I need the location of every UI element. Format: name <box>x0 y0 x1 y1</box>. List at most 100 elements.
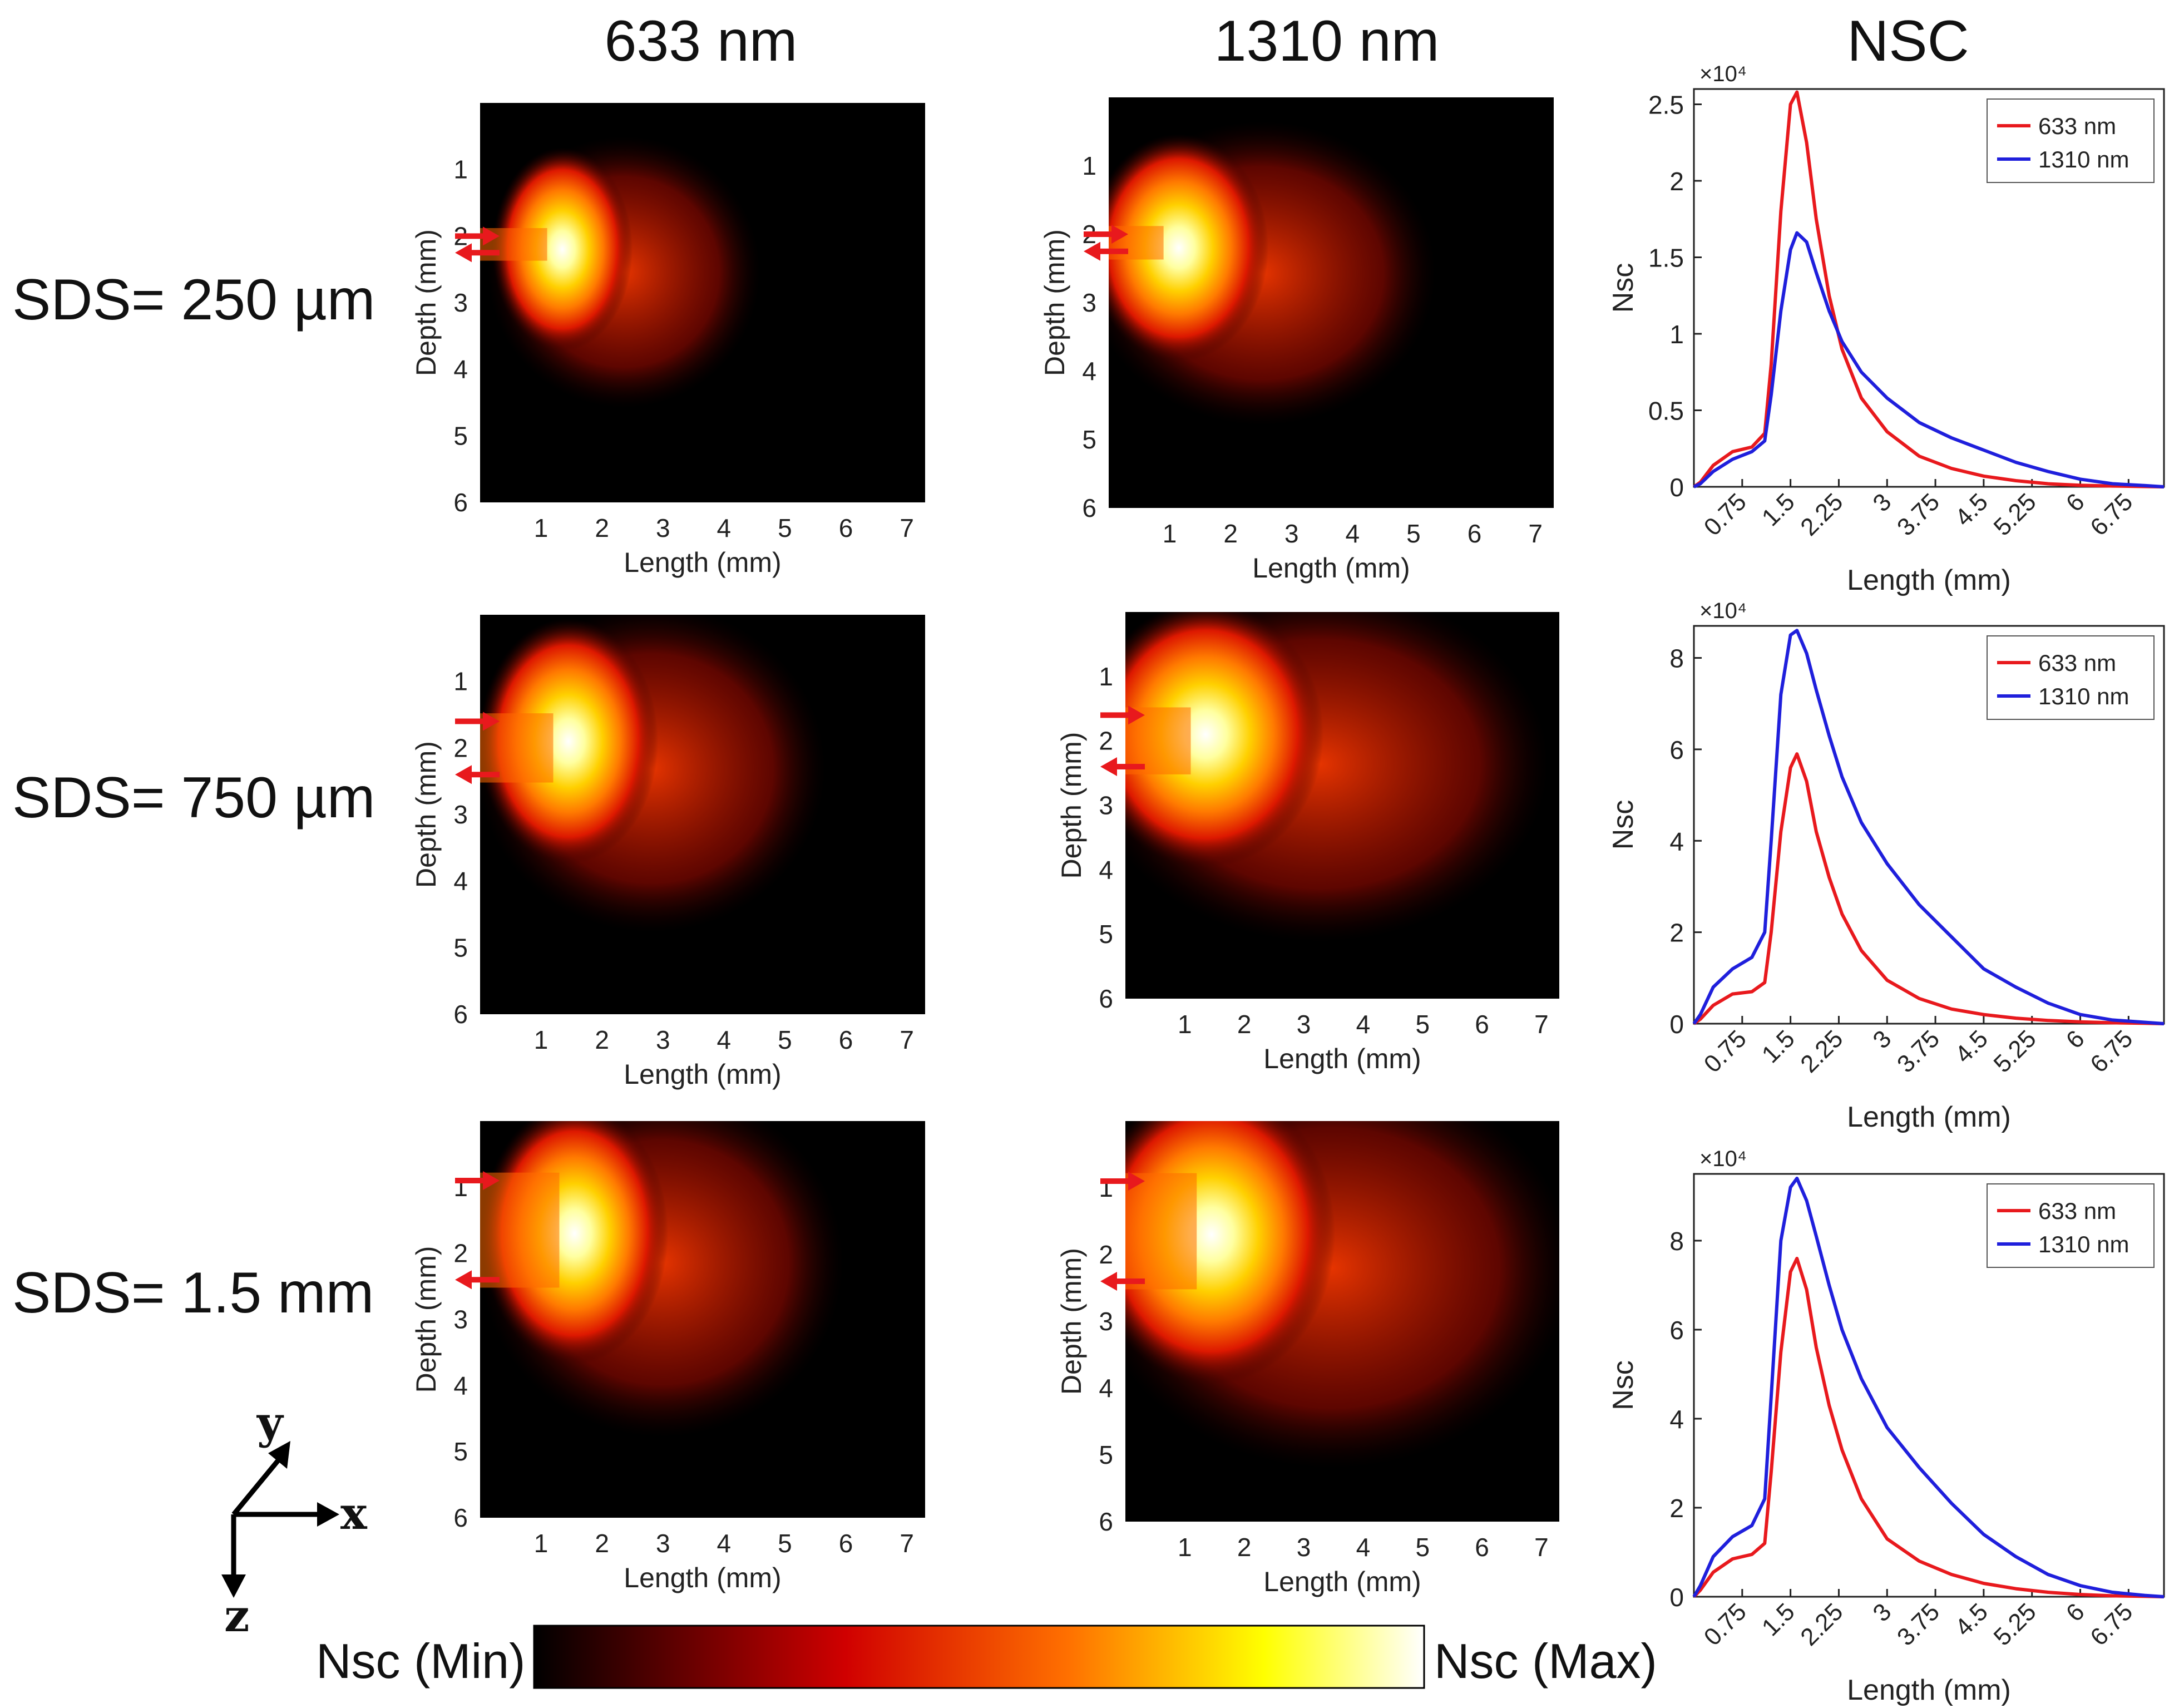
heatmap-ylabel: Depth (mm) <box>411 229 442 376</box>
heatmap-source-band <box>1125 1173 1197 1290</box>
xtick-label: 2.25 <box>1795 1025 1848 1078</box>
axis-label-z: z <box>224 1589 249 1642</box>
heatmap-field <box>1125 1121 1559 1468</box>
xtick-label: 3 <box>1867 1025 1896 1054</box>
series-line-1 <box>1692 629 2165 1025</box>
ytick-label: 0 <box>1669 1583 1684 1612</box>
source-arrow <box>1084 225 1128 244</box>
series-line-0 <box>1692 1257 2165 1598</box>
heatmap-ytick: 5 <box>1099 1440 1113 1469</box>
heatmap-xtick: 4 <box>1356 1010 1371 1039</box>
heatmap-xtick: 5 <box>1406 519 1421 548</box>
xtick-label: 3 <box>1867 488 1896 517</box>
detector-arrow <box>455 765 500 784</box>
heatmap-xlabel: Length (mm) <box>1263 1566 1421 1597</box>
xtick-label: 6 <box>2061 1025 2090 1054</box>
line-chart-6: 00.511.522.50.75 1.52.25 33.75 4.55.25 66.75… <box>1607 62 2165 596</box>
series-line-0 <box>1693 90 2165 488</box>
heatmap-core <box>1109 134 1269 362</box>
heatmap-xtick: 7 <box>1534 1010 1549 1039</box>
xtick-label: 1.5 <box>1757 1598 1800 1641</box>
heatmap-ytick: 1 <box>453 155 468 184</box>
heatmap-ytick: 1 <box>1099 1173 1113 1202</box>
ytick-label: 0 <box>1669 473 1684 502</box>
heatmap-ytick: 2 <box>453 1239 468 1268</box>
heatmap-field <box>480 615 826 932</box>
source-arrow <box>455 712 500 731</box>
ytick-label: 8 <box>1669 644 1684 673</box>
heatmap-ytick: 2 <box>1099 1240 1113 1269</box>
ytick-label: 8 <box>1669 1227 1684 1256</box>
heatmap-ytick: 4 <box>453 1371 468 1400</box>
heatmap-ylabel: Depth (mm) <box>1039 229 1070 376</box>
ytick-label: 0.5 <box>1648 397 1684 426</box>
xtick-label: 5.25 <box>1989 1025 2042 1078</box>
xtick-label: 0.75 <box>1699 1025 1752 1078</box>
heatmap-xtick: 7 <box>900 1025 914 1054</box>
heatmap-ytick: 3 <box>1099 791 1113 820</box>
heatmap-3: 1 2 3 4 5 6 7 1 2 3 4 5 6 Length (mm) Depth (mm) <box>1056 612 1559 1074</box>
exponent-label: ×10⁴ <box>1699 62 1747 86</box>
ytick-label: 4 <box>1669 1405 1684 1434</box>
heatmap-5: 1 2 3 4 5 6 7 1 2 3 4 5 6 Length (mm) Depth (mm) <box>1056 1121 1559 1597</box>
xtick-label: 3 <box>1867 1598 1896 1627</box>
ytick-label: 6 <box>1669 735 1684 764</box>
xtick-label: 3.75 <box>1892 1598 1945 1651</box>
heatmap-ytick: 3 <box>453 1305 468 1334</box>
ytick-label: 1.5 <box>1648 244 1684 273</box>
xtick-label: 3.75 <box>1892 1025 1945 1078</box>
heatmap-xtick: 7 <box>900 1529 914 1558</box>
heatmap-core <box>492 147 633 352</box>
column-title-1310: 1310 nm <box>1214 9 1440 73</box>
colorbar-max-label: Nsc (Max) <box>1434 1633 1657 1689</box>
legend-entry: 1310 nm <box>2038 683 2129 709</box>
xtick-label: 1.5 <box>1757 488 1800 531</box>
heatmap-core <box>1125 1121 1336 1385</box>
heatmap-xlabel: Length (mm) <box>624 1059 781 1090</box>
exponent-label: ×10⁴ <box>1699 1147 1747 1171</box>
xtick-label: 4.5 <box>1950 1598 1993 1641</box>
series-line-0 <box>1693 752 2165 1025</box>
heatmap-xtick: 1 <box>1178 1010 1192 1039</box>
exponent-label: ×10⁴ <box>1699 599 1747 623</box>
heatmap-xtick: 4 <box>717 1529 732 1558</box>
heatmap-xtick: 2 <box>595 1529 609 1558</box>
line-xlabel: Length (mm) <box>1847 1101 2011 1133</box>
xtick-label: 6.75 <box>2085 488 2138 541</box>
heatmap-ytick: 1 <box>453 1173 468 1202</box>
heatmap-xtick: 6 <box>839 1529 853 1558</box>
heatmap-ytick: 5 <box>453 1437 468 1466</box>
xtick-label: 5.25 <box>1989 488 2042 541</box>
heatmap-ytick: 5 <box>1099 920 1113 949</box>
legend-box <box>1987 635 2155 720</box>
heatmap-ytick: 4 <box>1082 357 1096 386</box>
heatmap-ytick: 6 <box>453 1503 468 1532</box>
colorbar-min-label: Nsc (Min) <box>316 1633 526 1689</box>
heatmap-xtick: 1 <box>534 1025 549 1054</box>
column-title-633: 633 nm <box>604 9 798 73</box>
legend-entry: 633 nm <box>2038 113 2116 139</box>
heatmap-ytick: 3 <box>1099 1307 1113 1336</box>
heatmap-2: 1 2 3 4 5 6 7 1 2 3 4 5 6 Length (mm) Depth (mm) <box>411 615 925 1090</box>
heatmap-xtick: 4 <box>717 514 732 542</box>
heatmap-ytick: 6 <box>1099 1507 1113 1536</box>
heatmap-xtick: 2 <box>1237 1533 1252 1562</box>
heatmap-xtick: 5 <box>1415 1010 1430 1039</box>
heatmap-xtick: 6 <box>839 1025 853 1054</box>
line-ylabel: Nsc <box>1607 263 1639 313</box>
heatmap-ytick: 3 <box>453 288 468 317</box>
heatmap-field <box>1109 121 1436 426</box>
heatmap-ytick: 4 <box>1099 855 1113 884</box>
series-line-1 <box>1693 231 2165 488</box>
heatmap-xlabel: Length (mm) <box>624 1562 781 1593</box>
xtick-label: 4.5 <box>1950 1025 1993 1068</box>
xtick-label: 1.5 <box>1757 1025 1800 1068</box>
ytick-label: 0 <box>1669 1010 1684 1039</box>
heatmap-xtick: 1 <box>534 514 549 542</box>
ytick-label: 2 <box>1669 1494 1684 1523</box>
heatmap-ytick: 2 <box>1099 727 1113 756</box>
detector-arrow <box>1100 757 1145 776</box>
source-arrow <box>455 226 500 246</box>
